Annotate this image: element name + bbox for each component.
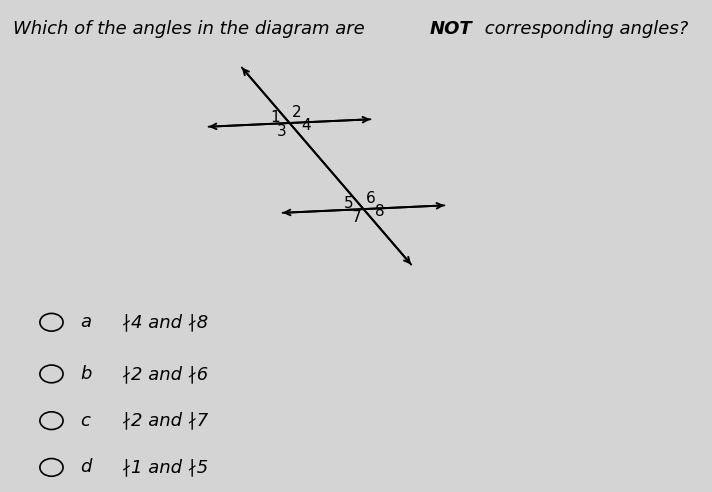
Text: 2: 2 <box>292 105 302 121</box>
Text: NOT: NOT <box>430 20 472 38</box>
Text: c: c <box>80 412 90 430</box>
Text: ∤1 and ∤5: ∤1 and ∤5 <box>122 459 209 476</box>
Text: Which of the angles in the diagram are: Which of the angles in the diagram are <box>13 20 370 38</box>
Text: 3: 3 <box>277 124 287 139</box>
Text: 6: 6 <box>366 191 376 207</box>
Text: 5: 5 <box>344 196 354 211</box>
Text: 8: 8 <box>375 204 384 219</box>
Text: 4: 4 <box>301 118 310 133</box>
Text: 1: 1 <box>270 110 280 125</box>
Text: corresponding angles?: corresponding angles? <box>479 20 689 38</box>
Text: 7: 7 <box>351 210 361 225</box>
Text: ∤4 and ∤8: ∤4 and ∤8 <box>122 313 209 331</box>
Text: ∤2 and ∤7: ∤2 and ∤7 <box>122 412 209 430</box>
Text: a: a <box>80 313 91 331</box>
Text: ∤2 and ∤6: ∤2 and ∤6 <box>122 365 209 383</box>
Text: b: b <box>80 365 92 383</box>
Text: d: d <box>80 459 92 476</box>
